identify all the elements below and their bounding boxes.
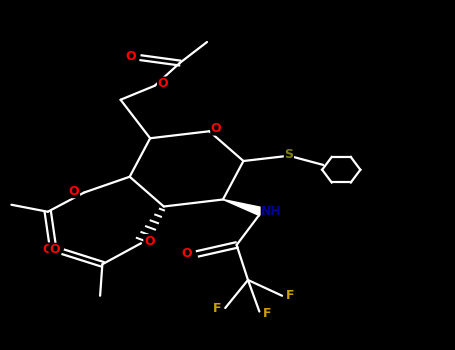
Text: O: O bbox=[211, 122, 222, 135]
Text: O: O bbox=[42, 243, 53, 256]
Text: O: O bbox=[181, 247, 192, 260]
Polygon shape bbox=[223, 199, 264, 216]
Text: O: O bbox=[49, 243, 60, 257]
Text: F: F bbox=[213, 302, 221, 315]
Text: O: O bbox=[126, 50, 136, 63]
Text: NH: NH bbox=[261, 204, 282, 218]
Text: O: O bbox=[157, 77, 168, 90]
Text: O: O bbox=[144, 234, 155, 248]
Text: F: F bbox=[263, 307, 272, 320]
Text: O: O bbox=[69, 184, 80, 198]
Text: F: F bbox=[286, 288, 294, 302]
Text: S: S bbox=[284, 148, 293, 161]
